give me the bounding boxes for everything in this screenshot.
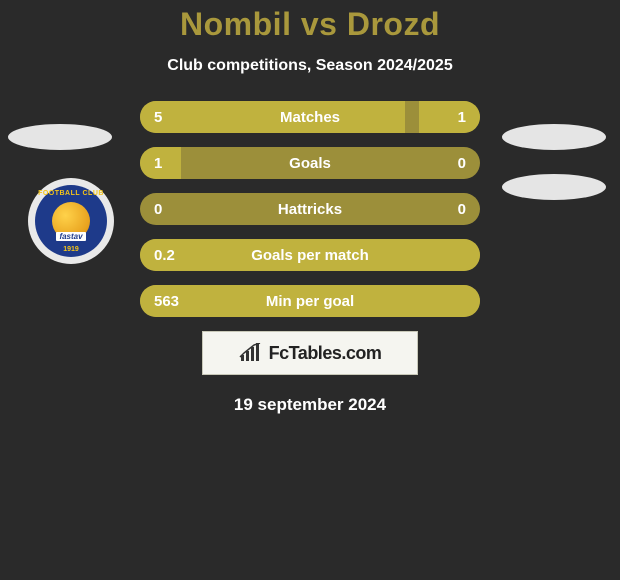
page-subtitle: Club competitions, Season 2024/2025 (0, 57, 620, 75)
stat-label: Min per goal (200, 293, 420, 310)
stat-value-right: 0 (420, 201, 480, 218)
stat-value-left: 0 (140, 201, 200, 218)
stat-value-left: 0.2 (140, 247, 200, 264)
badge-tag: fastav (56, 232, 85, 241)
placeholder-oval-right-1 (502, 124, 606, 150)
footer-date: 19 september 2024 (0, 395, 620, 415)
stat-value-left: 5 (140, 109, 200, 126)
placeholder-oval-left-1 (8, 124, 112, 150)
footer-attribution[interactable]: FcTables.com (202, 331, 418, 375)
stat-label: Matches (200, 109, 420, 126)
page-title: Nombil vs Drozd (0, 0, 620, 43)
stat-row: 0Hattricks0 (140, 193, 480, 225)
badge-top-text: FOOTBALL CLUB (38, 190, 104, 197)
chart-icon (239, 343, 263, 363)
stat-value-left: 1 (140, 155, 200, 172)
stat-label: Goals (200, 155, 420, 172)
footer-brand-text: FcTables.com (269, 343, 382, 364)
stats-list: 5Matches11Goals00Hattricks00.2Goals per … (140, 101, 480, 317)
club-badge-inner: FOOTBALL CLUB fastav 1919 (35, 185, 107, 257)
stat-row: 5Matches1 (140, 101, 480, 133)
stat-label: Hattricks (200, 201, 420, 218)
badge-year: 1919 (63, 246, 79, 253)
stat-value-left: 563 (140, 293, 200, 310)
stat-label: Goals per match (200, 247, 420, 264)
stat-row: 1Goals0 (140, 147, 480, 179)
stat-row: 0.2Goals per match (140, 239, 480, 271)
placeholder-oval-right-2 (502, 174, 606, 200)
stat-row: 563Min per goal (140, 285, 480, 317)
stat-value-right: 0 (420, 155, 480, 172)
club-badge: FOOTBALL CLUB fastav 1919 (28, 178, 114, 264)
stat-value-right: 1 (420, 109, 480, 126)
